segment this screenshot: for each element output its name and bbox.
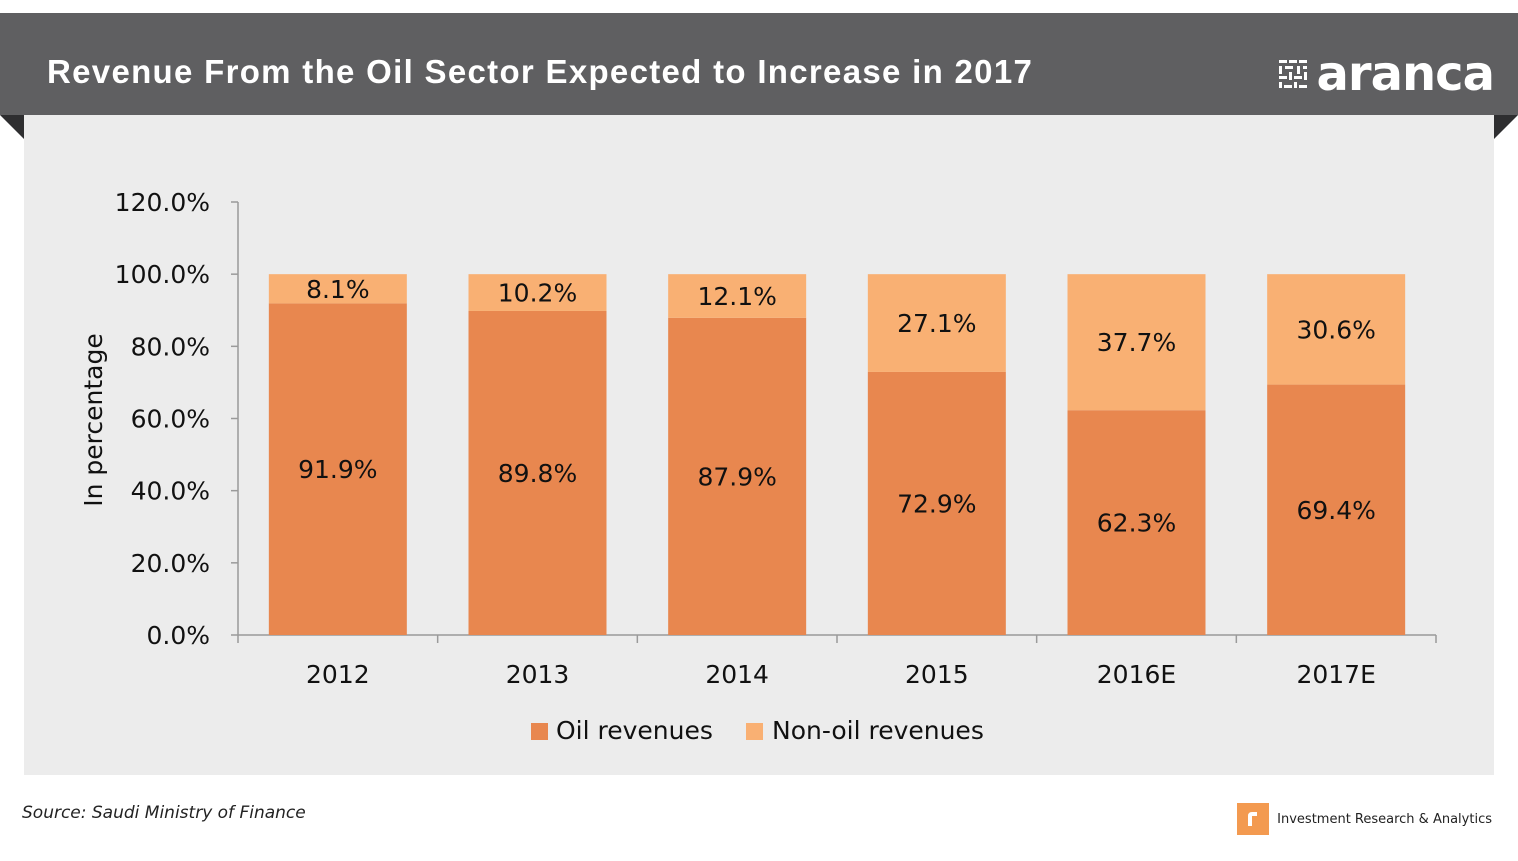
bar-oil-revenues xyxy=(468,310,607,635)
data-label-oil: 62.3% xyxy=(1097,509,1176,538)
x-tick-label: 2013 xyxy=(506,660,570,689)
legend-label-non-oil: Non-oil revenues xyxy=(772,716,984,745)
bar-non-oil-revenues xyxy=(268,274,407,304)
source-note: Source: Saudi Ministry of Finance xyxy=(22,803,306,823)
page-title: Revenue From the Oil Sector Expected to … xyxy=(47,53,1034,90)
bar-non-oil-revenues xyxy=(1067,274,1206,411)
bar-oil-revenues xyxy=(668,317,807,635)
y-tick-label: 100.0% xyxy=(115,260,210,289)
x-tick-label: 2012 xyxy=(306,660,370,689)
data-label-non-oil: 12.1% xyxy=(697,282,776,311)
chart-panel: 0.0% 20.0% 40.0% 60.0% 80.0% 100.0% 120.0% In p… xyxy=(24,115,1494,775)
legend-swatch-non-oil xyxy=(746,723,763,740)
x-tick-label: 2017E xyxy=(1296,660,1375,689)
data-label-oil: 69.4% xyxy=(1296,496,1375,525)
ribbon-fold-left xyxy=(0,115,24,139)
y-tick-label: 120.0% xyxy=(115,188,210,217)
aranca-logo: aranca xyxy=(1277,46,1495,102)
legend-label-oil: Oil revenues xyxy=(556,716,713,745)
x-tick-label: 2015 xyxy=(905,660,969,689)
bar-non-oil-revenues xyxy=(468,274,607,311)
data-label-non-oil: 30.6% xyxy=(1296,315,1375,344)
footer-brand: Investment Research & Analytics xyxy=(1237,803,1492,835)
data-label-non-oil: 10.2% xyxy=(498,279,577,308)
brand-tagline: Investment Research & Analytics xyxy=(1277,811,1492,827)
y-tick-label: 60.0% xyxy=(131,405,210,434)
data-label-oil: 72.9% xyxy=(897,489,976,518)
y-tick-label: 40.0% xyxy=(131,477,210,506)
x-tick-label: 2016E xyxy=(1097,660,1176,689)
x-tick-label: 2014 xyxy=(705,660,769,689)
data-label-non-oil: 27.1% xyxy=(897,309,976,338)
y-tick-label: 80.0% xyxy=(131,332,210,361)
bar-non-oil-revenues xyxy=(668,274,807,318)
data-label-oil: 89.8% xyxy=(498,459,577,488)
data-label-non-oil: 8.1% xyxy=(306,275,370,304)
data-label-non-oil: 37.7% xyxy=(1097,328,1176,357)
logo-text: aranca xyxy=(1316,46,1495,102)
stacked-bar-chart: 0.0% 20.0% 40.0% 60.0% 80.0% 100.0% 120.0% In p… xyxy=(79,188,1437,745)
y-axis-title: In percentage xyxy=(79,333,108,507)
brand-r-icon xyxy=(1248,812,1258,826)
aranca-logo-icon xyxy=(1278,60,1307,88)
data-label-oil: 87.9% xyxy=(697,462,776,491)
bar-oil-revenues xyxy=(1267,384,1406,635)
bar-oil-revenues xyxy=(1067,410,1206,635)
data-label-oil: 91.9% xyxy=(298,455,377,484)
bar-oil-revenues xyxy=(867,371,1006,635)
bar-non-oil-revenues xyxy=(867,274,1006,372)
bar-oil-revenues xyxy=(268,303,407,635)
legend-swatch-oil xyxy=(531,723,548,740)
brand-icon xyxy=(1237,803,1270,835)
ribbon-fold-right xyxy=(1494,115,1518,139)
header-bar: Revenue From the Oil Sector Expected to … xyxy=(0,13,1518,115)
y-tick-label: 0.0% xyxy=(146,621,210,650)
bar-non-oil-revenues xyxy=(1267,274,1406,385)
y-tick-label: 20.0% xyxy=(131,549,210,578)
